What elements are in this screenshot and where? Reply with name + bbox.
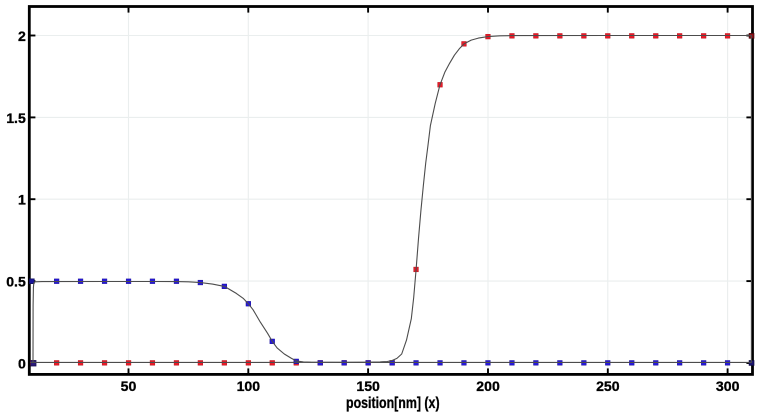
svg-text:0: 0 [18,355,26,371]
svg-text:300: 300 [716,378,740,394]
svg-text:position[nm] (x): position[nm] (x) [346,394,440,412]
svg-text:1: 1 [18,192,26,208]
svg-text:150: 150 [356,378,380,394]
svg-text:1.5: 1.5 [6,110,26,126]
svg-text:100: 100 [237,378,261,394]
svg-text:250: 250 [596,378,620,394]
svg-text:2: 2 [18,28,26,44]
svg-text:50: 50 [121,378,137,394]
svg-text:200: 200 [476,378,500,394]
svg-text:0.5: 0.5 [6,273,26,289]
